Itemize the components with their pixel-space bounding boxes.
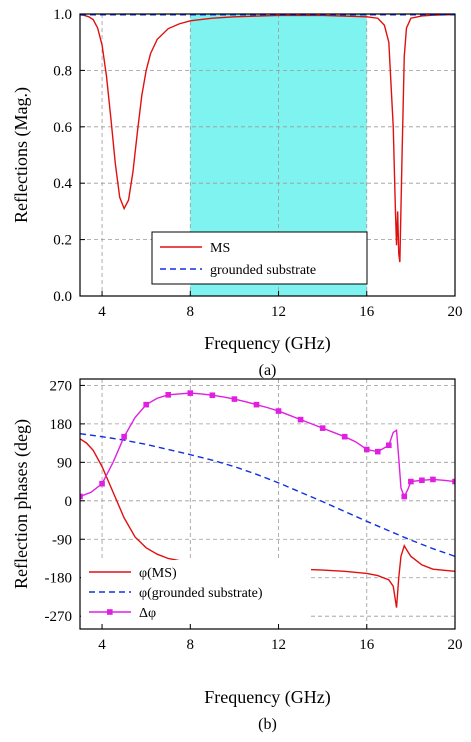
series-marker <box>363 446 370 453</box>
y-tick-label: 0 <box>65 494 73 510</box>
series-layer <box>80 390 455 608</box>
x-tick-label: 12 <box>271 637 286 653</box>
chart-panel-a: 4 8 12 16 20 0.0 0.2 0.4 0.6 0.8 1.0 Frequency (GH… <box>11 7 463 379</box>
y-tick-label: 0.0 <box>53 289 72 305</box>
legend: MS grounded substrate <box>151 231 368 285</box>
series-marker <box>341 433 348 440</box>
series-marker <box>209 392 216 399</box>
panel-caption: (a) <box>259 362 277 379</box>
y-tick-label: -270 <box>45 609 73 625</box>
series-marker <box>80 493 83 500</box>
series-marker <box>401 493 408 500</box>
plot-frame <box>79 13 456 297</box>
y-tick-label: 0.8 <box>53 63 72 79</box>
plot-frame <box>79 378 456 630</box>
series-marker <box>121 433 127 440</box>
series-marker <box>374 448 381 455</box>
y-tick-label: -90 <box>52 532 72 548</box>
axis-ticks: 4 8 12 16 20 0.0 0.2 0.4 0.6 0.8 1.0 <box>53 7 462 320</box>
x-tick-label: 16 <box>359 304 375 320</box>
y-tick-label: 1.0 <box>53 7 72 23</box>
series-line-2 <box>80 392 455 499</box>
y-tick-label: 270 <box>50 378 73 394</box>
series-marker <box>452 478 455 485</box>
series-marker <box>297 416 304 423</box>
x-tick-label: 20 <box>448 304 463 320</box>
legend-box <box>151 231 368 285</box>
series-marker <box>408 478 414 485</box>
axis-ticks: 4 8 12 16 20 -270 -180 -90 0 90 180 270 <box>45 378 463 653</box>
series-marker <box>319 425 326 431</box>
series-marker <box>275 408 282 414</box>
y-tick-label: 0.6 <box>53 120 72 136</box>
x-axis-title: Frequency (GHz) <box>204 333 330 354</box>
legend-label: grounded substrate <box>210 263 316 278</box>
legend-marker <box>107 609 113 615</box>
y-tick-label: -180 <box>45 571 73 587</box>
series-marker <box>253 401 260 408</box>
series-marker <box>143 401 149 408</box>
y-tick-label: 180 <box>50 417 73 433</box>
legend-label: Δφ <box>139 606 156 621</box>
x-axis-title: Frequency (GHz) <box>204 687 330 708</box>
x-tick-label: 20 <box>448 637 463 653</box>
series-layer <box>80 14 455 263</box>
series-marker <box>187 390 194 396</box>
x-tick-label: 4 <box>98 304 106 320</box>
legend-label: φ(MS) <box>139 566 177 581</box>
legend-label: MS <box>210 241 230 256</box>
series-marker <box>419 477 425 484</box>
y-axis-title: Reflection phases (deg) <box>11 419 32 589</box>
series-marker <box>99 480 105 487</box>
legend-label: φ(grounded substrate) <box>139 586 263 601</box>
x-tick-label: 8 <box>187 637 195 653</box>
y-tick-label: 0.2 <box>53 233 72 249</box>
series-line-0 <box>80 14 455 263</box>
x-tick-label: 8 <box>187 304 195 320</box>
panel-caption: (b) <box>258 716 277 733</box>
chart-panel-b: 4 8 12 16 20 -270 -180 -90 0 90 180 270 Frequency (… <box>11 378 463 733</box>
series-line-1 <box>80 433 455 558</box>
series-marker <box>430 476 436 483</box>
y-axis-title: Reflections (Mag.) <box>11 87 32 223</box>
x-tick-label: 16 <box>359 637 375 653</box>
x-tick-label: 12 <box>271 304 286 320</box>
x-tick-label: 4 <box>98 637 106 653</box>
legend: φ(MS) φ(grounded substrate) Δφ <box>81 560 311 622</box>
series-marker <box>386 442 392 449</box>
y-tick-label: 0.4 <box>53 176 72 192</box>
series-marker <box>165 392 172 398</box>
y-tick-label: 90 <box>57 455 72 471</box>
series-line-0 <box>80 438 455 608</box>
series-marker <box>231 396 238 402</box>
